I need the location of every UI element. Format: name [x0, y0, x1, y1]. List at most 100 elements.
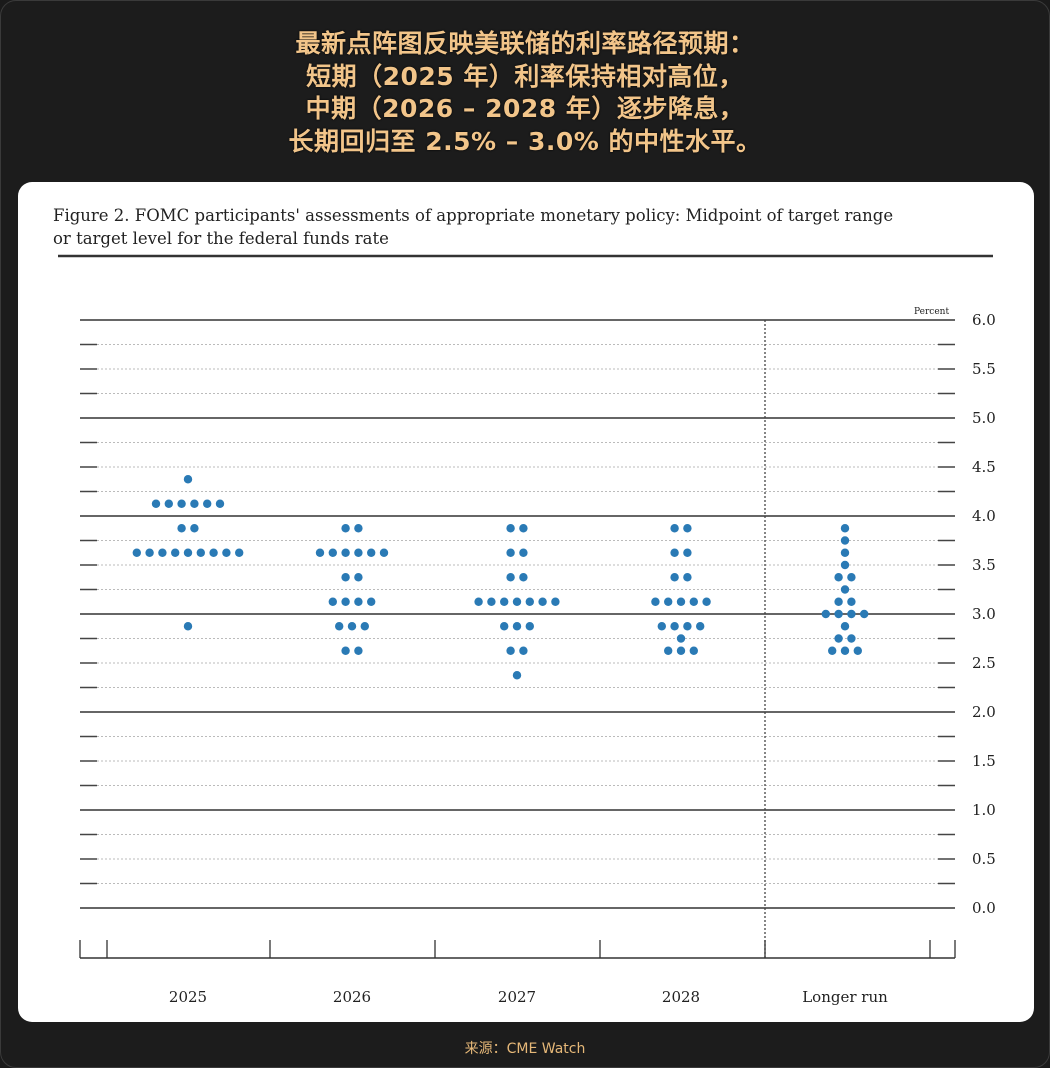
- y-tick-label: 3.0: [972, 605, 996, 623]
- dot-2025: [209, 548, 218, 557]
- dot-2028: [670, 524, 679, 533]
- dot-2026: [379, 548, 389, 557]
- dot-2026: [341, 548, 350, 557]
- dot-longer-run: [840, 548, 850, 557]
- headline-line: 短期（2025 年）利率保持相对高位，: [306, 61, 744, 91]
- dot-2026: [347, 622, 357, 631]
- dot-2025: [177, 499, 186, 508]
- dot-longer-run: [840, 622, 850, 631]
- x-tick-label: Longer run: [802, 988, 888, 1006]
- dot-2028: [696, 622, 705, 631]
- y-tick-label: 6.0: [972, 311, 996, 329]
- headline-line: 中期（2026 – 2028 年）逐步降息，: [305, 94, 745, 123]
- figure-title-line: Figure 2. FOMC participants' assessments…: [53, 206, 894, 225]
- headline-line: 最新点阵图反映美联储的利率路径预期：: [295, 29, 755, 58]
- y-tick-label: 0.0: [972, 899, 996, 917]
- dot-2025: [190, 524, 199, 533]
- dot-2028: [676, 634, 686, 643]
- dot-2025: [222, 548, 231, 557]
- source-note: 来源：CME Watch: [464, 1041, 586, 1057]
- dot-2026: [354, 573, 363, 582]
- y-tick-label: 4.5: [972, 458, 996, 476]
- dot-2027: [506, 646, 515, 655]
- dot-longer-run: [840, 524, 850, 533]
- dot-2026: [315, 548, 325, 557]
- dot-2025: [183, 548, 193, 557]
- dot-longer-run: [853, 646, 862, 655]
- dot-2028: [670, 622, 679, 631]
- dot-longer-run: [847, 573, 856, 582]
- dot-2027: [551, 597, 560, 606]
- dot-2027: [487, 597, 496, 606]
- dot-longer-run: [840, 585, 850, 594]
- dot-2028: [689, 646, 698, 655]
- dot-2028: [683, 573, 692, 582]
- headline: 最新点阵图反映美联储的利率路径预期： 短期（2025 年）利率保持相对高位， 中…: [0, 28, 1050, 158]
- y-tick-label: 5.0: [972, 409, 996, 427]
- dot-2028: [702, 597, 711, 606]
- dot-longer-run: [847, 597, 856, 606]
- dot-2028: [683, 548, 692, 557]
- dot-longer-run: [840, 646, 850, 655]
- dot-2025: [190, 499, 199, 508]
- dot-2027: [525, 622, 534, 631]
- dot-2026: [354, 548, 363, 557]
- dot-2027: [512, 597, 522, 606]
- headline-line: 长期回归至 2.5% – 3.0% 的中性水平。: [288, 126, 762, 156]
- dot-2026: [367, 548, 376, 557]
- dot-2027: [519, 646, 528, 655]
- dot-2026: [341, 646, 350, 655]
- dot-2027: [525, 597, 534, 606]
- x-tick-label: 2028: [662, 988, 700, 1006]
- dot-2028: [676, 597, 686, 606]
- y-tick-label: 5.5: [972, 360, 996, 378]
- dot-2028: [651, 597, 660, 606]
- y-axis-unit: Percent: [914, 307, 949, 317]
- dot-2028: [664, 597, 673, 606]
- x-tick-label: 2025: [169, 988, 207, 1006]
- dot-2025: [145, 548, 154, 557]
- dot-2025: [183, 475, 193, 484]
- figure-title-line: or target level for the federal funds ra…: [53, 229, 389, 248]
- dot-2026: [341, 597, 350, 606]
- y-tick-label: 2.5: [972, 654, 996, 672]
- dot-2028: [657, 622, 666, 631]
- dot-2026: [328, 548, 337, 557]
- dot-2028: [689, 597, 698, 606]
- dot-2025: [183, 622, 193, 631]
- dot-2027: [500, 597, 509, 606]
- dot-2027: [506, 548, 515, 557]
- dot-longer-run: [834, 597, 843, 606]
- dot-2026: [354, 524, 363, 533]
- dot-2026: [367, 597, 376, 606]
- dot-longer-run: [821, 609, 830, 619]
- figure-title: Figure 2. FOMC participants' assessments…: [53, 204, 973, 250]
- dot-2027: [506, 573, 515, 582]
- dot-2028: [670, 573, 679, 582]
- dot-longer-run: [840, 536, 850, 545]
- dot-2027: [474, 597, 483, 606]
- dot-2027: [538, 597, 547, 606]
- dot-2025: [158, 548, 167, 557]
- dot-longer-run: [860, 609, 869, 619]
- dot-2026: [335, 622, 344, 631]
- x-tick-label: 2026: [333, 988, 371, 1006]
- dot-2025: [171, 548, 180, 557]
- dot-2028: [670, 548, 679, 557]
- dot-2026: [341, 573, 350, 582]
- dot-2026: [354, 597, 363, 606]
- dot-2025: [164, 499, 173, 508]
- dot-2026: [341, 524, 350, 533]
- dot-2026: [360, 622, 369, 631]
- dot-longer-run: [840, 560, 850, 570]
- dot-2028: [683, 524, 692, 533]
- dot-2027: [519, 548, 528, 557]
- dot-2027: [519, 573, 528, 582]
- dot-2027: [500, 622, 509, 631]
- dot-2027: [519, 524, 528, 533]
- y-tick-label: 2.0: [972, 703, 996, 721]
- dot-2027: [512, 671, 522, 680]
- dot-longer-run: [847, 609, 856, 619]
- dot-longer-run: [834, 634, 843, 643]
